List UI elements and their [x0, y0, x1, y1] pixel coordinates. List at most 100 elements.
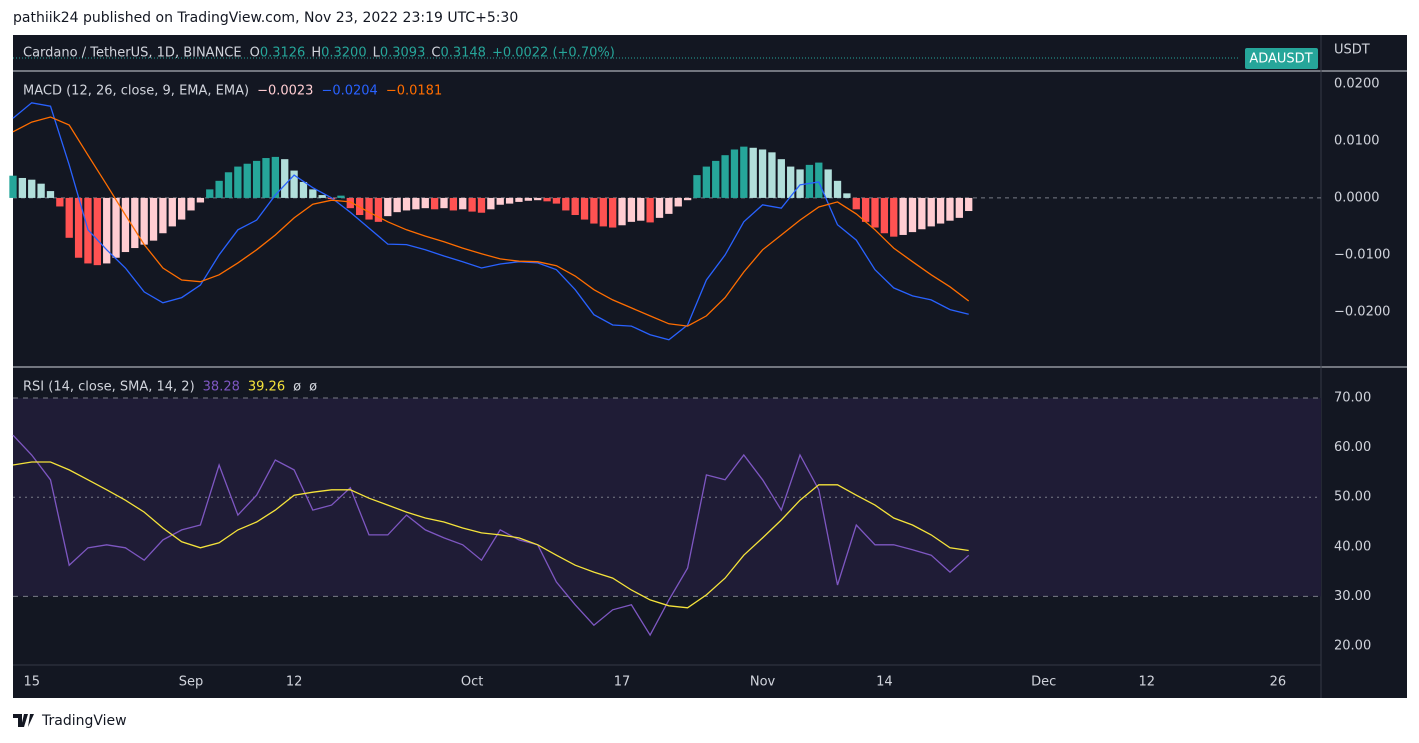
histogram-bar — [93, 197, 101, 266]
histogram-bar — [599, 197, 607, 227]
macd-pane: 0.0200 0.0100 0.0000 −0.0100 −0.0200 MACD (12… — [9, 76, 1390, 341]
histogram-bar — [271, 156, 280, 198]
histogram-bar — [103, 197, 111, 264]
histogram-bar — [908, 197, 917, 233]
ohlc-value: 0.3093 — [380, 46, 426, 61]
macd-line — [12, 102, 969, 341]
histogram-bar — [299, 181, 308, 198]
histogram-bar — [262, 158, 270, 198]
histogram-bar — [168, 197, 176, 227]
histogram-bar — [421, 197, 429, 209]
histogram-bar — [159, 197, 167, 234]
price-change: +0.0022 (+0.70%) — [492, 46, 615, 61]
histogram-bar — [534, 197, 542, 201]
histogram-bar — [918, 197, 926, 230]
histogram-bar — [365, 197, 373, 220]
histogram-bar — [805, 164, 814, 198]
rsi-pane: 70.00 60.00 50.00 40.00 30.00 20.00 RSI (14, c… — [12, 380, 1371, 654]
histogram-bar — [496, 197, 504, 205]
publish-header: pathiik24 published on TradingView.com, … — [13, 10, 518, 26]
currency-label: USDT — [1334, 43, 1370, 58]
x-tick-label: 26 — [1270, 675, 1287, 690]
histogram-bar — [18, 177, 27, 198]
histogram-bar — [46, 191, 55, 198]
legend-value: ø — [293, 380, 301, 395]
histogram-bar — [337, 195, 345, 198]
histogram-bar — [215, 180, 223, 198]
legend-value: −0.0204 — [321, 84, 377, 99]
histogram-bar — [824, 169, 832, 198]
symbol-title: Cardano / TetherUS, 1D, BINANCE — [23, 46, 242, 61]
histogram-bar — [65, 197, 73, 238]
histogram-bar — [955, 197, 963, 218]
histogram-bar — [449, 197, 458, 211]
histogram-bar — [852, 197, 860, 210]
histogram-bar — [890, 197, 898, 237]
histogram-bar — [487, 197, 495, 210]
ohlc-key: L — [373, 46, 381, 61]
histogram-bar — [655, 197, 664, 218]
y-tick-label: 60.00 — [1334, 440, 1371, 455]
ohlc-values: O 0.3126 H 0.3200 L 0.3093 C 0.3148 +0.0022 (+0.… — [250, 46, 615, 61]
histogram-bar — [936, 197, 945, 224]
histogram-bar — [543, 197, 551, 202]
histogram-bar — [571, 197, 579, 216]
histogram-bar — [702, 166, 711, 198]
histogram-bar — [674, 197, 682, 207]
legend-value: −0.0023 — [257, 84, 313, 99]
histogram-bar — [871, 197, 879, 228]
histogram-bar — [440, 197, 448, 209]
y-tick-label: 0.0000 — [1334, 190, 1380, 205]
y-tick-label: 0.0200 — [1334, 76, 1380, 91]
y-tick-label: 50.00 — [1334, 490, 1371, 505]
histogram-bar — [459, 197, 467, 210]
ohlc-key: O — [250, 46, 260, 61]
legend-value: 39.26 — [248, 380, 285, 395]
histogram-bar — [234, 166, 242, 198]
histogram-bar — [430, 197, 439, 210]
x-tick-label: Sep — [179, 675, 204, 690]
histogram-bar — [346, 197, 354, 209]
histogram-bar — [618, 197, 626, 226]
histogram-bar — [693, 175, 701, 198]
y-tick-label: −0.0100 — [1334, 247, 1390, 262]
histogram-bar — [402, 197, 411, 211]
histogram-bar — [637, 197, 645, 221]
y-tick-label: 70.00 — [1334, 391, 1371, 406]
symbol-tag: ADAUSDT — [1249, 52, 1312, 67]
histogram-bar — [28, 179, 36, 198]
rsi-line — [12, 461, 969, 609]
x-tick-label: 17 — [614, 675, 631, 690]
ohlc-key: H — [311, 46, 321, 61]
y-tick-label: 0.0100 — [1334, 133, 1380, 148]
histogram-bar — [281, 159, 289, 198]
histogram-bar — [477, 197, 486, 213]
histogram-bar — [609, 197, 617, 228]
ohlc-value: 0.3200 — [321, 46, 367, 61]
x-tick-label: 14 — [876, 675, 893, 690]
legend-value: −0.0181 — [386, 84, 442, 99]
histogram-bar — [121, 197, 130, 253]
x-tick-label: Nov — [750, 675, 776, 690]
histogram-bar — [712, 160, 720, 198]
x-tick-label: Oct — [461, 675, 483, 690]
histogram-bar — [899, 197, 907, 235]
histogram-bar — [946, 197, 954, 221]
histogram-bar — [721, 155, 729, 198]
histogram-bar — [56, 197, 64, 207]
histogram-bar — [787, 166, 795, 198]
indicator-title: RSI (14, close, SMA, 14, 2) — [23, 380, 195, 395]
histogram-bar — [9, 175, 17, 198]
histogram-bar — [140, 197, 148, 245]
histogram-bar — [74, 197, 83, 258]
x-tick-label: Dec — [1031, 675, 1056, 690]
histogram-bar — [758, 149, 767, 198]
histogram-bar — [318, 195, 326, 198]
logo-icon — [13, 714, 34, 727]
macd-line — [12, 116, 970, 327]
ohlc-value: 0.3126 — [260, 46, 306, 61]
histogram-bar — [740, 146, 748, 198]
histogram-bar — [309, 189, 317, 198]
histogram-bar — [562, 197, 570, 211]
